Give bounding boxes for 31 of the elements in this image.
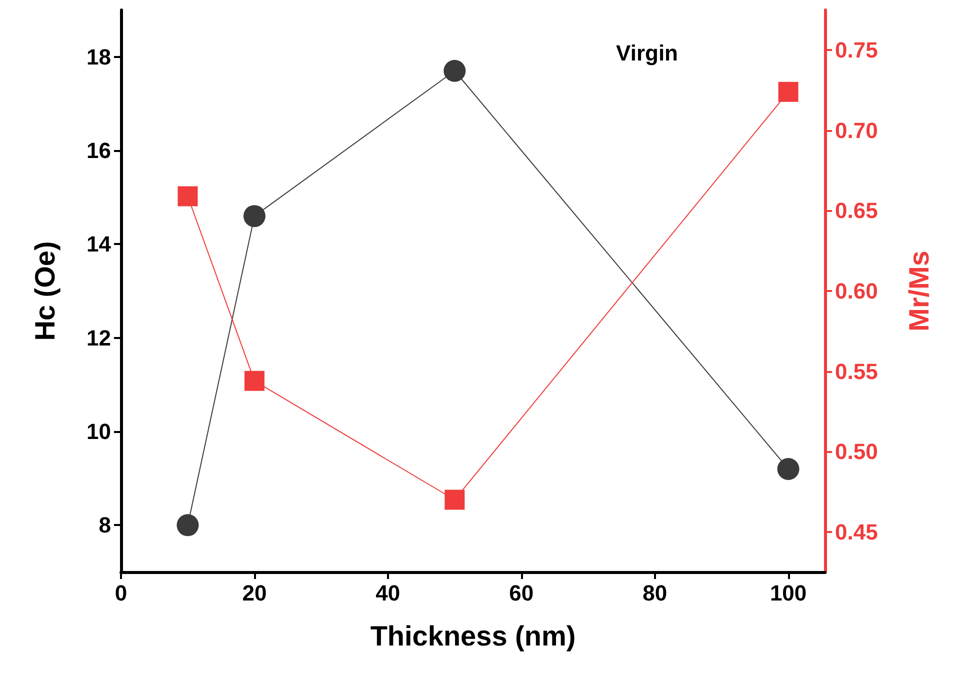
y2-tick-label: 0.75 bbox=[835, 38, 878, 63]
y-tick-label: 12 bbox=[86, 325, 111, 350]
x-tick-label: 20 bbox=[242, 580, 267, 606]
point bbox=[243, 205, 266, 228]
point bbox=[176, 514, 199, 536]
x-tick-label: 80 bbox=[642, 580, 668, 606]
y-axis-title: Hc (Oe) bbox=[30, 241, 60, 341]
annotation: Virgin bbox=[616, 40, 678, 66]
y2-tick-label: 0.45 bbox=[835, 519, 878, 544]
point bbox=[444, 60, 466, 82]
point bbox=[777, 458, 800, 480]
x-tick-label: 60 bbox=[509, 580, 534, 606]
point bbox=[178, 186, 198, 206]
x-tick-label: 100 bbox=[770, 580, 807, 606]
y-tick-label: 18 bbox=[86, 44, 111, 70]
y-tick-label: 16 bbox=[86, 138, 111, 163]
y-tick-label: 14 bbox=[86, 232, 112, 257]
y2-tick-label: 0.50 bbox=[835, 439, 878, 464]
y-tick-label: 10 bbox=[86, 419, 111, 444]
y2-axis-title: Mr/Ms bbox=[904, 250, 934, 332]
y-tick-label: 8 bbox=[98, 512, 111, 538]
point bbox=[778, 82, 798, 102]
point bbox=[244, 370, 264, 391]
x-axis-title: Thickness (nm) bbox=[370, 620, 576, 652]
y2-tick-label: 0.70 bbox=[835, 118, 878, 143]
y2-tick-label: 0.60 bbox=[835, 278, 878, 304]
y2-tick-label: 0.65 bbox=[835, 198, 878, 224]
y2-tick-label: 0.55 bbox=[835, 358, 878, 384]
x-tick-label: 40 bbox=[376, 580, 400, 606]
point bbox=[444, 490, 465, 510]
x-tick-label: 0 bbox=[114, 580, 128, 606]
